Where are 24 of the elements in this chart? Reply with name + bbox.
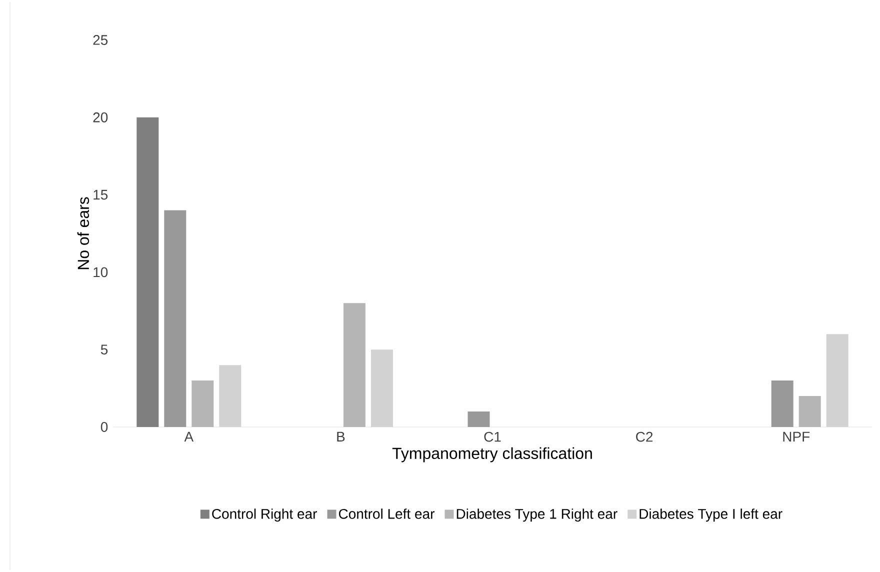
y-tick-label: 15 — [94, 190, 108, 200]
legend-label: Control Left ear — [338, 508, 434, 519]
bar — [192, 380, 214, 427]
bar — [798, 396, 821, 427]
x-tick-label: A — [184, 432, 194, 442]
bar — [136, 117, 159, 427]
x-tick-label: NPF — [783, 432, 810, 442]
y-tick-label: 25 — [93, 35, 108, 45]
y-tick-label: 5 — [100, 344, 108, 354]
y-tick-label: 0 — [100, 422, 108, 432]
x-tick-label: C2 — [636, 432, 653, 442]
bar — [771, 380, 794, 427]
legend-label: Diabetes Type I left ear — [640, 508, 782, 522]
bar — [468, 412, 490, 427]
x-tick-label: B — [337, 432, 345, 442]
x-tick-label: C1 — [484, 432, 501, 442]
x-axis-title: Tympanometry classification — [392, 447, 592, 462]
bar — [343, 303, 366, 427]
legend-label: Control Right ear — [212, 508, 317, 522]
y-axis-title: No of ears — [77, 197, 90, 270]
y-tick-label: 10 — [94, 267, 108, 278]
bar — [164, 210, 186, 427]
legend-label: Diabetes Type 1 Right ear — [456, 508, 618, 522]
y-tick-label: 20 — [93, 112, 108, 122]
